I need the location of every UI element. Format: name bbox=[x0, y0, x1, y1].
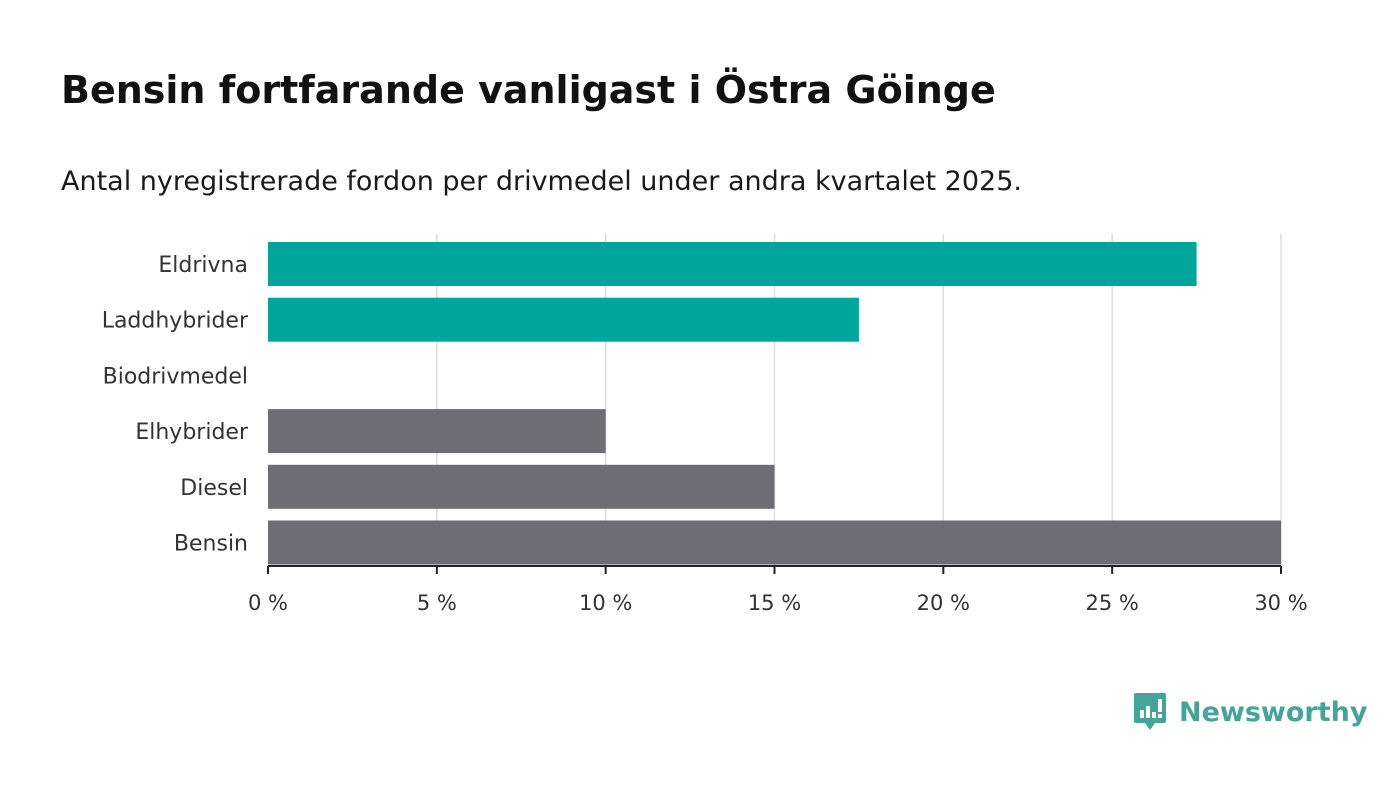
bar bbox=[268, 297, 859, 342]
bars bbox=[268, 242, 1281, 565]
chart-title: Bensin fortfarande vanligast i Östra Göi… bbox=[61, 68, 996, 112]
tick-label: 30 % bbox=[1254, 591, 1307, 615]
category-label: Diesel bbox=[180, 476, 248, 501]
category-labels: Eldrivna Laddhybrider Biodrivmedel Elhybrid… bbox=[102, 253, 249, 557]
bar bbox=[268, 409, 606, 454]
category-label: Laddhybrider bbox=[102, 309, 249, 334]
bar bbox=[268, 520, 1281, 565]
tick-label: 5 % bbox=[417, 591, 457, 615]
category-label: Bensin bbox=[174, 532, 248, 557]
tick-labels: 0 % 5 % 10 % 15 % 20 % 25 % 30 % bbox=[248, 591, 1308, 615]
chart-subtitle: Antal nyregistrerade fordon per drivmede… bbox=[61, 166, 1022, 197]
tick-label: 15 % bbox=[748, 591, 801, 615]
category-label: Biodrivmedel bbox=[103, 364, 248, 389]
category-label: Elhybrider bbox=[135, 420, 249, 445]
tick-label: 0 % bbox=[248, 591, 288, 615]
tick-label: 10 % bbox=[579, 591, 632, 615]
tick-label: 25 % bbox=[1085, 591, 1138, 615]
newsworthy-logo-icon bbox=[1134, 693, 1166, 730]
gridlines bbox=[436, 234, 1282, 566]
brand-name: Newsworthy bbox=[1179, 696, 1368, 728]
bar bbox=[268, 464, 775, 509]
x-axis bbox=[267, 565, 1282, 574]
category-label: Eldrivna bbox=[158, 253, 248, 278]
bar bbox=[268, 242, 1197, 286]
brand-logo: Newsworthy bbox=[1133, 692, 1367, 732]
tick-label: 20 % bbox=[917, 591, 970, 615]
